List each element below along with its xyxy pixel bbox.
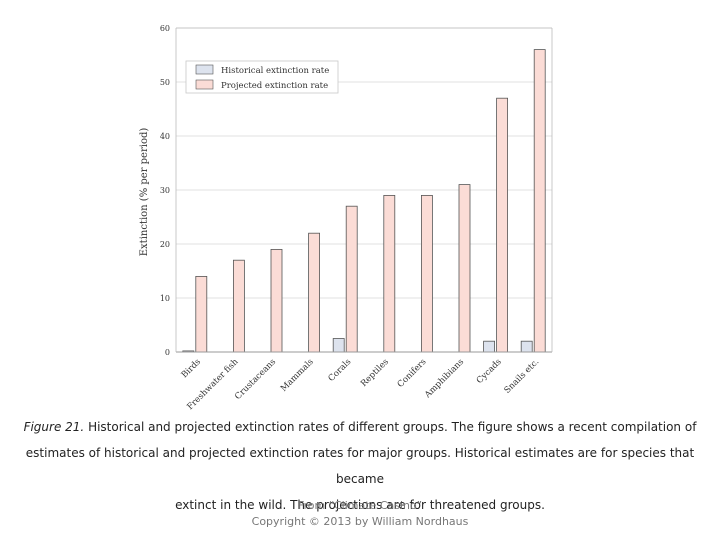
figure-label: Figure 21. <box>23 420 85 434</box>
bars <box>182 49 546 353</box>
bar-projected-3 <box>270 248 283 353</box>
y-axis-label: Extinction (% per period) <box>139 128 150 257</box>
y-tick-label: 30 <box>160 186 170 195</box>
y-tick-label: 20 <box>160 240 170 249</box>
bar-projected-4 <box>308 232 321 353</box>
bar-historical-10 <box>520 340 533 353</box>
x-tick-label: Amphibians <box>422 357 466 401</box>
bar-projected-2 <box>232 259 245 353</box>
x-tick-label: Conifers <box>396 357 429 390</box>
legend-label-historical: Historical extinction rate <box>221 66 329 76</box>
bar-projected-7 <box>420 194 433 353</box>
caption-line-2: estimates of historical and projected ex… <box>25 446 695 486</box>
y-tick-label: 0 <box>165 348 170 357</box>
bar-projected-6 <box>383 194 396 353</box>
caption-text-1: Historical and projected extinction rate… <box>84 420 697 434</box>
bar-projected-10 <box>533 49 546 353</box>
bar-historical-5 <box>332 338 345 353</box>
caption-line-1: Figure 21. Historical and projected exti… <box>10 414 710 440</box>
bar-projected-8 <box>458 184 471 353</box>
y-tick-label: 50 <box>160 78 170 87</box>
bar-projected-9 <box>496 97 509 353</box>
x-tick-label: Reptiles <box>359 357 391 389</box>
x-tick-label: Mammals <box>279 357 316 394</box>
legend-swatch-projected <box>195 79 214 90</box>
bar-projected-5 <box>345 205 358 353</box>
x-tick-label: Cycads <box>475 357 504 386</box>
y-tick-label: 60 <box>160 24 170 33</box>
x-tick-label: Birds <box>180 357 203 380</box>
figure-caption: Figure 21. Historical and projected exti… <box>10 414 710 518</box>
y-tick-label: 10 <box>160 294 170 303</box>
credit-line-1: From “Climate Casino” <box>297 499 423 512</box>
copyright-credit: From “Climate Casino” Copyright © 2013 b… <box>0 498 720 530</box>
y-tick-label: 40 <box>160 132 170 141</box>
legend: Historical extinction rate Projected ext… <box>185 60 339 94</box>
x-tick-label: Snails etc. <box>503 357 542 396</box>
caption-line-3: extinct in the wild. The projections are… <box>175 498 545 512</box>
bar-historical-9 <box>483 340 496 353</box>
bar-projected-1 <box>195 275 208 353</box>
plot-frame <box>175 27 553 353</box>
y-tick-labels: 0 10 20 30 40 50 60 <box>160 24 170 357</box>
legend-label-projected: Projected extinction rate <box>221 81 328 91</box>
credit-line-2: Copyright © 2013 by William Nordhaus <box>251 515 469 528</box>
x-tick-label: Corals <box>327 357 354 384</box>
legend-swatch-historical <box>195 64 214 75</box>
